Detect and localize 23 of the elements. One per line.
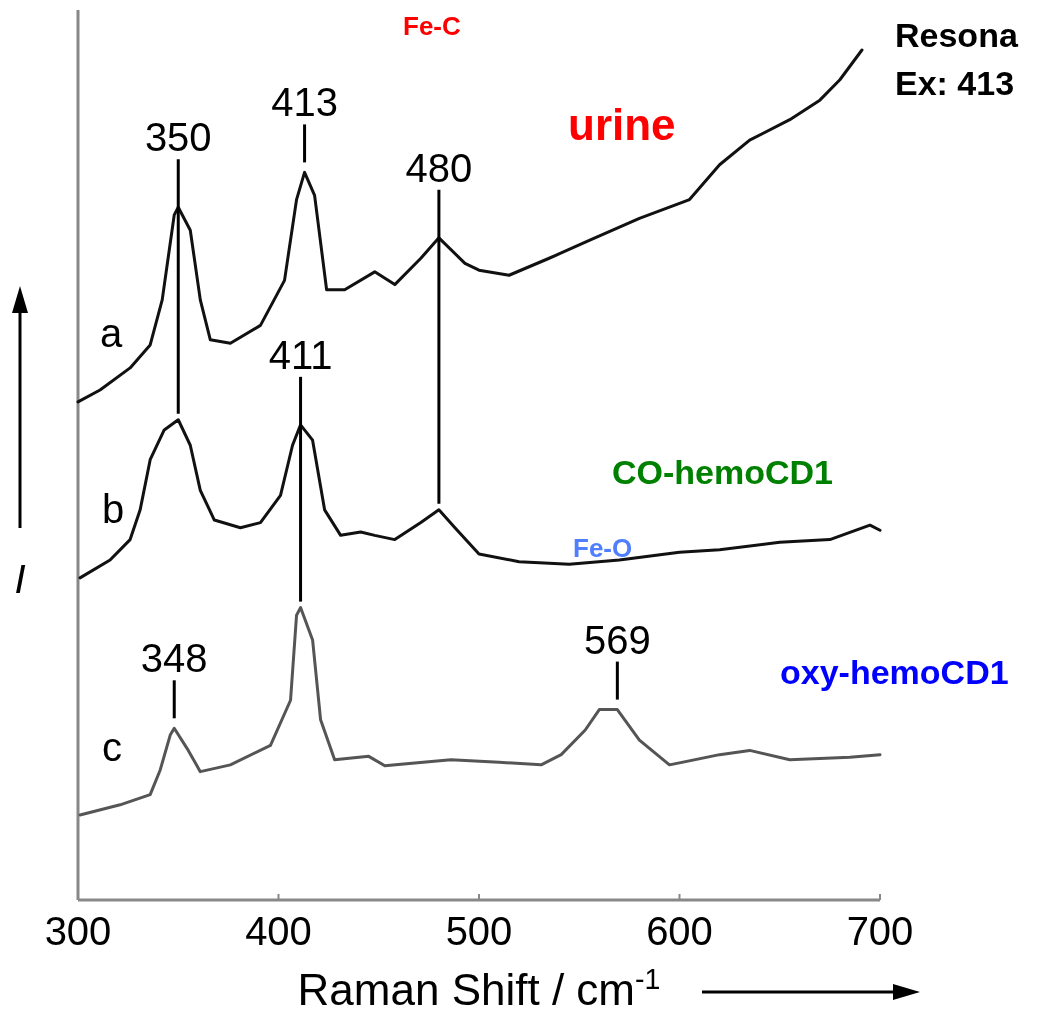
series-label: a <box>100 311 123 356</box>
y-axis-title: I <box>14 557 26 601</box>
x-tick-label: 300 <box>44 909 112 953</box>
x-tick-label: 700 <box>846 909 914 953</box>
annotation: 413 <box>271 80 338 125</box>
annotation: urine <box>568 99 676 149</box>
annotation: CO-hemoCD1 <box>612 452 834 491</box>
x-tick-label: 500 <box>445 909 513 953</box>
x-tick-label: 400 <box>245 909 312 953</box>
series-label: c <box>102 724 122 769</box>
annotation: 569 <box>583 617 651 662</box>
text: Ex: 413 <box>895 63 1015 102</box>
text: Resona <box>895 15 1019 54</box>
series-label: b <box>102 487 125 532</box>
annotation: Fe-O <box>573 532 633 563</box>
annotation: 480 <box>405 145 473 190</box>
annotation: 348 <box>140 636 208 681</box>
annotation: 411 <box>268 332 333 377</box>
x-tick-label: 600 <box>646 909 713 953</box>
annotation: 350 <box>144 115 212 160</box>
x-axis-title: Raman Shift / cm$^{-1}$ <box>297 963 661 1014</box>
text: Fe-C <box>403 10 461 41</box>
annotation: oxy-hemoCD1 <box>780 652 1009 691</box>
